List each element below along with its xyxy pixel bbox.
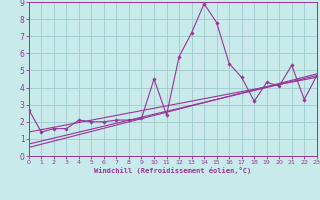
X-axis label: Windchill (Refroidissement éolien,°C): Windchill (Refroidissement éolien,°C) (94, 167, 252, 174)
